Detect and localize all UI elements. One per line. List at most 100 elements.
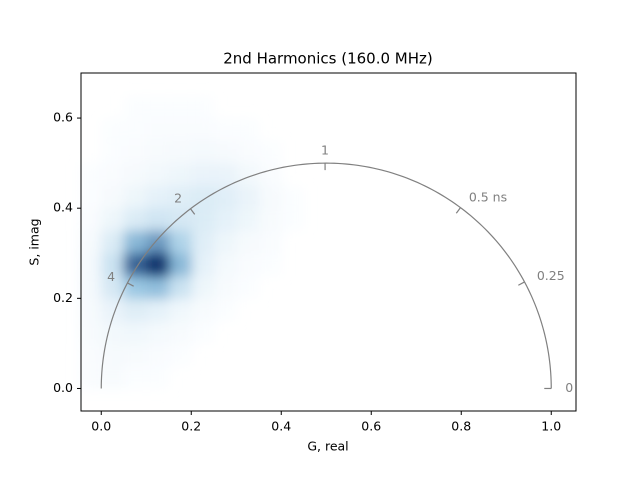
- hist-cell: [101, 343, 125, 367]
- hist-cell: [146, 275, 170, 299]
- hist-cell: [123, 343, 147, 367]
- hist-cell: [168, 298, 192, 322]
- y-tick-label: 0.6: [53, 110, 73, 125]
- lifetime-label: 0.5 ns: [469, 189, 507, 204]
- hist-cell: [101, 140, 125, 164]
- lifetime-label: 1: [321, 143, 329, 158]
- x-tick-label: 0.8: [451, 419, 471, 434]
- y-axis-label: S, imag: [27, 218, 42, 265]
- hist-cell: [191, 118, 215, 142]
- lifetime-label: 4: [107, 269, 115, 284]
- x-tick-label: 0.4: [271, 419, 291, 434]
- hist-cell: [123, 95, 147, 119]
- hist-cell: [258, 230, 282, 254]
- hist-cell: [123, 253, 147, 277]
- hist-cell: [101, 365, 125, 389]
- hist-cell: [168, 163, 192, 187]
- y-tick-label: 0.0: [53, 380, 73, 395]
- hist-cell: [236, 163, 260, 187]
- hist-cell: [168, 118, 192, 142]
- hist-cell: [101, 118, 125, 142]
- hist-cell: [146, 208, 170, 232]
- hist-cell: [146, 343, 170, 367]
- hist-cell: [123, 118, 147, 142]
- universal-circle: [100, 162, 552, 389]
- lifetime-tick: [518, 281, 525, 286]
- hist-cell: [123, 320, 147, 344]
- hist-cell: [281, 185, 305, 209]
- hist-cell: [258, 163, 282, 187]
- hist-cell: [236, 275, 260, 299]
- hist-cell: [236, 118, 260, 142]
- hist-cell: [191, 230, 215, 254]
- hist-cell: [101, 275, 125, 299]
- hist-cell: [146, 118, 170, 142]
- hist-cell: [101, 320, 125, 344]
- hist-cell: [213, 140, 237, 164]
- hist-cell: [123, 140, 147, 164]
- hist-cell: [191, 163, 215, 187]
- hist-cell: [168, 230, 192, 254]
- hist-cell: [78, 320, 102, 344]
- lifetime-label: 0.25: [537, 268, 565, 283]
- hist-cell: [123, 365, 147, 389]
- x-tick-label: 0.2: [181, 419, 201, 434]
- hist-cell: [78, 208, 102, 232]
- hist-cell: [191, 208, 215, 232]
- hist-cell: [168, 275, 192, 299]
- hist-cell: [236, 185, 260, 209]
- hist-cell: [146, 298, 170, 322]
- hist-cell: [168, 343, 192, 367]
- histogram: [78, 95, 305, 389]
- hist-cell: [258, 140, 282, 164]
- hist-cell: [191, 275, 215, 299]
- hist-cell: [191, 253, 215, 277]
- hist-cell: [213, 275, 237, 299]
- hist-cell: [168, 140, 192, 164]
- hist-cell: [191, 140, 215, 164]
- hist-cell: [101, 185, 125, 209]
- hist-cell: [258, 208, 282, 232]
- lifetime-label: 2: [174, 191, 182, 206]
- lifetime-tick: [190, 208, 196, 215]
- hist-cell: [123, 208, 147, 232]
- hist-cell: [146, 365, 170, 389]
- hist-cell: [78, 230, 102, 254]
- hist-cell: [101, 298, 125, 322]
- hist-cell: [236, 253, 260, 277]
- x-axis-label: G, real: [307, 439, 348, 454]
- hist-cell: [168, 185, 192, 209]
- y-tick-label: 0.2: [53, 290, 73, 305]
- hist-cell: [123, 163, 147, 187]
- hist-cell: [101, 253, 125, 277]
- hist-cell: [168, 208, 192, 232]
- hist-cell: [146, 163, 170, 187]
- hist-cell: [78, 298, 102, 322]
- hist-cell: [78, 275, 102, 299]
- hist-cell: [146, 253, 170, 277]
- hist-cell: [78, 343, 102, 367]
- hist-cell: [101, 230, 125, 254]
- hist-cell: [213, 208, 237, 232]
- hist-cell: [258, 253, 282, 277]
- hist-cell: [191, 185, 215, 209]
- hist-cell: [236, 208, 260, 232]
- hist-cell: [191, 95, 215, 119]
- hist-cell: [123, 230, 147, 254]
- lifetime-label: 0: [565, 380, 573, 395]
- hist-cell: [101, 208, 125, 232]
- hist-cell: [123, 275, 147, 299]
- hist-cell: [213, 230, 237, 254]
- hist-cell: [213, 163, 237, 187]
- hist-cell: [146, 185, 170, 209]
- hist-cell: [78, 365, 102, 389]
- hist-cell: [146, 230, 170, 254]
- hist-cell: [213, 185, 237, 209]
- hist-cell: [281, 208, 305, 232]
- lifetime-tick: [127, 282, 134, 287]
- chart-title: 2nd Harmonics (160.0 MHz): [223, 50, 433, 68]
- hist-cell: [213, 253, 237, 277]
- hist-cell: [123, 185, 147, 209]
- lifetime-tick: [455, 207, 461, 214]
